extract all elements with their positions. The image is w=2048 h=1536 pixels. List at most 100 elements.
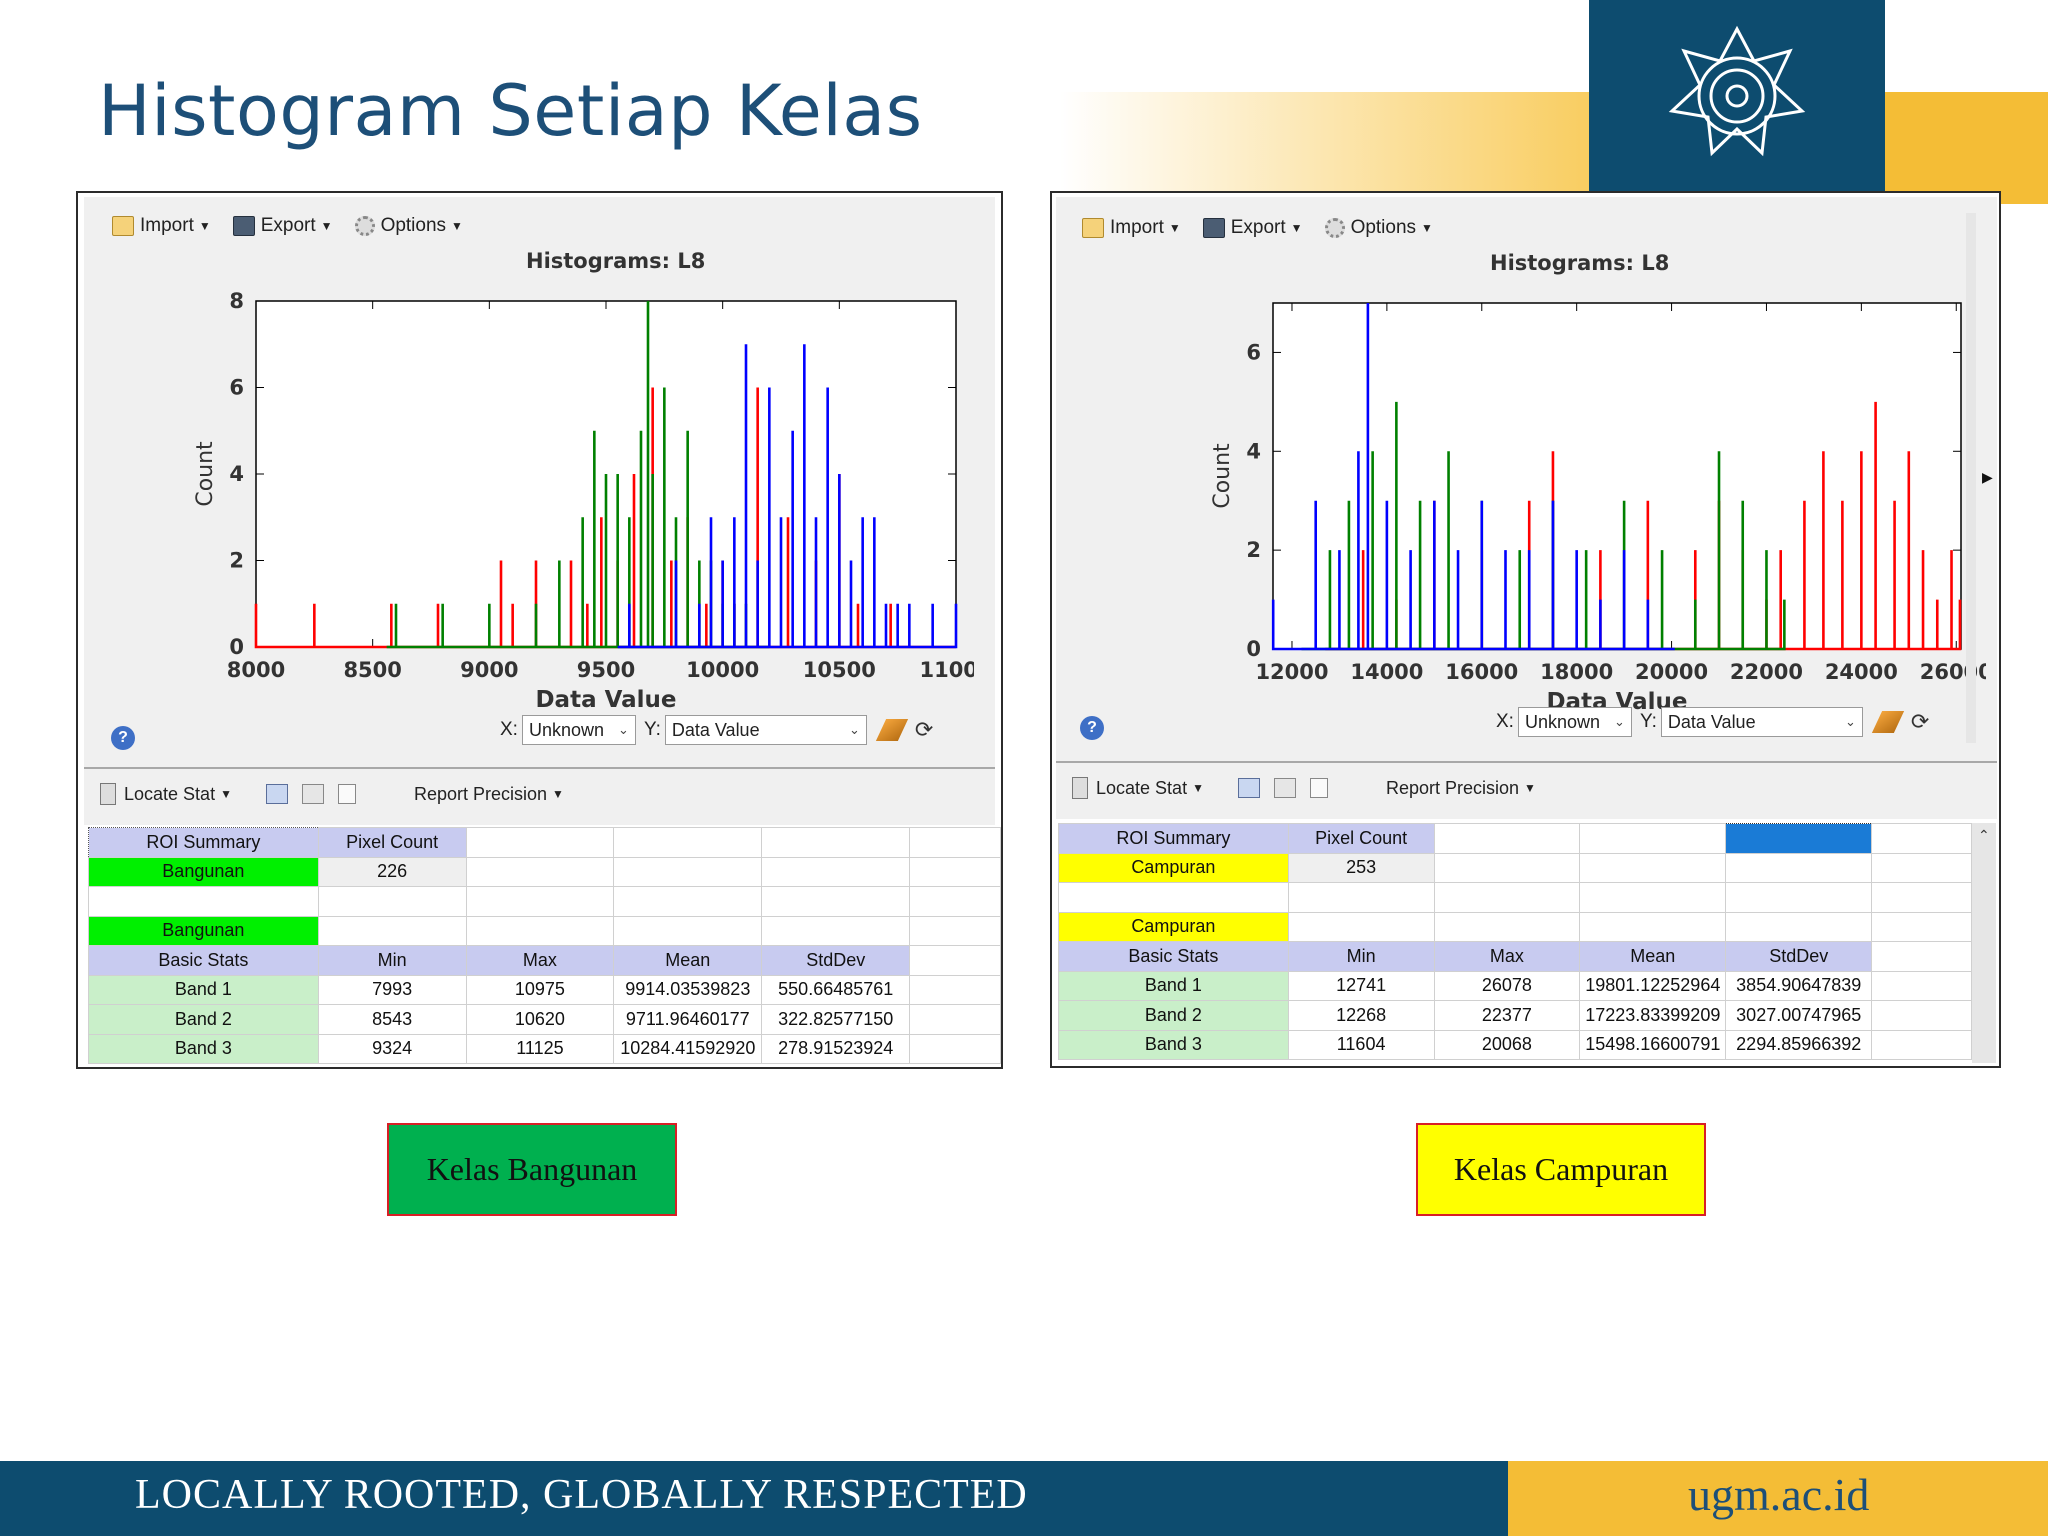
table-cell[interactable]: 9324 (317, 1033, 467, 1064)
stats-header-cell[interactable]: StdDev (761, 945, 911, 976)
copy-icon[interactable] (337, 784, 356, 804)
band-cell[interactable]: Band 3 (1058, 1029, 1289, 1060)
table-cell[interactable] (1287, 882, 1435, 913)
table-cell[interactable] (1871, 882, 1972, 913)
stats-header-cell[interactable]: Basic Stats (88, 945, 319, 976)
table-cell[interactable] (613, 915, 763, 946)
table-cell[interactable]: 12741 (1287, 970, 1435, 1001)
options-menu[interactable]: Options ▼ (354, 215, 463, 237)
table-cell[interactable] (761, 827, 911, 858)
table-cell[interactable]: 550.66485761 (761, 974, 911, 1005)
grid-view-icon[interactable] (1273, 778, 1296, 798)
table-cell[interactable]: 15498.16600791 (1579, 1029, 1727, 1060)
table-cell[interactable] (909, 1004, 1001, 1035)
stats-header-cell[interactable]: Basic Stats (1058, 941, 1289, 972)
pencil-icon[interactable] (875, 719, 908, 741)
roi-name-cell[interactable]: Campuran (1058, 852, 1289, 883)
table-cell[interactable] (88, 886, 319, 917)
table-cell[interactable] (909, 945, 1001, 976)
table-cell[interactable] (1725, 882, 1873, 913)
table-cell[interactable] (909, 886, 1001, 917)
table-cell[interactable] (465, 827, 615, 858)
table-cell[interactable] (909, 827, 1001, 858)
table-cell[interactable] (1433, 852, 1581, 883)
table-cell[interactable]: 9914.03539823 (613, 974, 763, 1005)
x-axis-select[interactable]: Unknown ⌄ (1517, 707, 1632, 737)
band-cell[interactable]: Band 3 (88, 1033, 319, 1064)
locate-stat-menu[interactable]: Locate Stat (124, 783, 216, 804)
table-cell[interactable] (1287, 911, 1435, 942)
roi-summary-header[interactable]: ROI Summary (1058, 823, 1289, 854)
table-cell[interactable] (1579, 882, 1727, 913)
table-cell[interactable] (909, 974, 1001, 1005)
table-cell[interactable] (1433, 911, 1581, 942)
band-cell[interactable]: Band 1 (88, 974, 319, 1005)
table-cell[interactable] (909, 856, 1001, 887)
table-cell[interactable]: 322.82577150 (761, 1004, 911, 1035)
table-cell[interactable] (1433, 882, 1581, 913)
table-cell[interactable] (1579, 823, 1727, 854)
table-view-icon[interactable] (265, 784, 288, 804)
table-cell[interactable] (1871, 970, 1972, 1001)
table-cell[interactable] (1871, 1000, 1972, 1031)
table-cell[interactable]: 3854.90647839 (1725, 970, 1873, 1001)
x-axis-select[interactable]: Unknown ⌄ (521, 715, 636, 745)
table-cell[interactable]: 8543 (317, 1004, 467, 1035)
y-axis-select[interactable]: Data Value ⌄ (664, 715, 867, 745)
table-cell[interactable] (317, 915, 467, 946)
table-cell[interactable] (1871, 911, 1972, 942)
table-cell[interactable] (1725, 852, 1873, 883)
table-cell[interactable]: 17223.83399209 (1579, 1000, 1727, 1031)
table-cell[interactable] (1871, 852, 1972, 883)
table-cell[interactable] (761, 886, 911, 917)
table-cell[interactable] (761, 915, 911, 946)
pixel-count-cell[interactable]: 226 (317, 856, 467, 887)
pixel-count-header[interactable]: Pixel Count (317, 827, 467, 858)
table-cell[interactable]: 10975 (465, 974, 615, 1005)
stats-header-cell[interactable]: Min (1287, 941, 1435, 972)
selected-cell[interactable] (1725, 823, 1873, 854)
table-cell[interactable] (909, 915, 1001, 946)
table-cell[interactable] (1871, 941, 1972, 972)
stats-header-cell[interactable]: Max (465, 945, 615, 976)
export-menu[interactable]: Export ▼ (1202, 217, 1303, 239)
roi-name-cell[interactable]: Bangunan (88, 856, 319, 887)
table-cell[interactable] (1579, 911, 1727, 942)
table-cell[interactable] (465, 886, 615, 917)
refresh-icon[interactable]: ⟳ (1910, 709, 1930, 734)
stats-header-cell[interactable]: Min (317, 945, 467, 976)
help-icon[interactable]: ? (1080, 716, 1104, 740)
pencil-icon[interactable] (1871, 711, 1904, 733)
table-view-icon[interactable] (1237, 778, 1260, 798)
pixel-count-cell[interactable]: 253 (1287, 852, 1435, 883)
roi-summary-header[interactable]: ROI Summary (88, 827, 319, 858)
table-cell[interactable]: 10284.41592920 (613, 1033, 763, 1064)
table-cell[interactable] (1871, 1029, 1972, 1060)
scroll-up-icon[interactable]: ⌃ (1978, 827, 1990, 843)
table-cell[interactable] (465, 856, 615, 887)
stats-header-cell[interactable]: Mean (613, 945, 763, 976)
table-cell[interactable] (1725, 911, 1873, 942)
roi-name-cell[interactable]: Bangunan (88, 915, 319, 946)
table-cell[interactable]: 9711.96460177 (613, 1004, 763, 1035)
table-cell[interactable] (613, 827, 763, 858)
table-cell[interactable] (1433, 823, 1581, 854)
collapse-arrow-icon[interactable]: ▶ (1982, 469, 1993, 485)
help-icon[interactable]: ? (111, 726, 135, 750)
table-cell[interactable]: 12268 (1287, 1000, 1435, 1031)
table-cell[interactable] (761, 856, 911, 887)
stats-header-cell[interactable]: Max (1433, 941, 1581, 972)
table-cell[interactable] (1058, 882, 1289, 913)
grid-view-icon[interactable] (301, 784, 324, 804)
import-menu[interactable]: Import ▼ (1082, 217, 1181, 239)
import-menu[interactable]: Import ▼ (112, 215, 211, 237)
table-cell[interactable] (465, 915, 615, 946)
table-scrollbar[interactable] (1972, 823, 1996, 1063)
roi-name-cell[interactable]: Campuran (1058, 911, 1289, 942)
table-cell[interactable] (909, 1033, 1001, 1064)
band-cell[interactable]: Band 2 (1058, 1000, 1289, 1031)
y-axis-select[interactable]: Data Value ⌄ (1660, 707, 1863, 737)
table-cell[interactable] (613, 856, 763, 887)
table-cell[interactable]: 20068 (1433, 1029, 1581, 1060)
table-cell[interactable]: 11125 (465, 1033, 615, 1064)
